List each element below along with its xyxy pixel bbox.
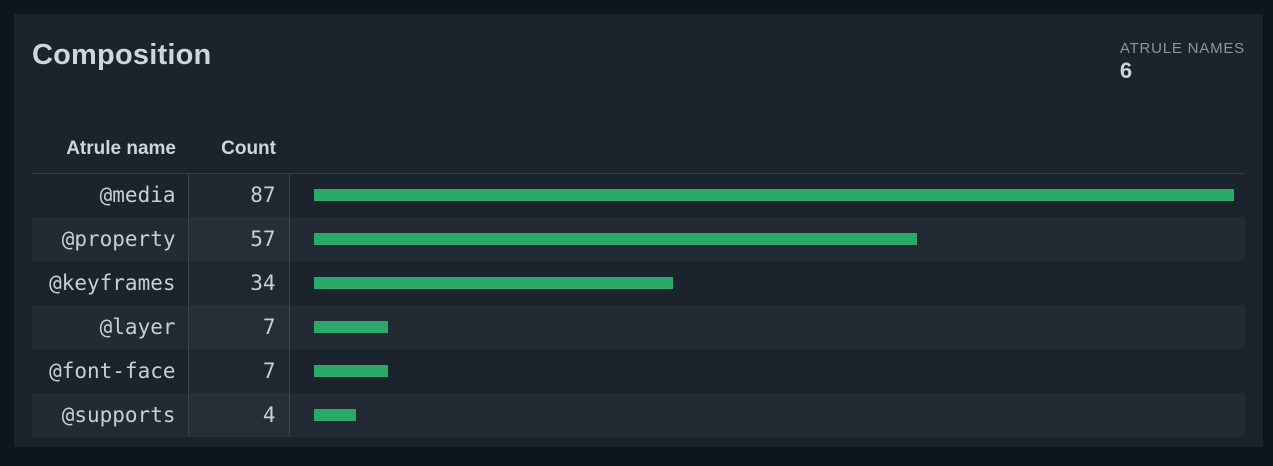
table-row: @supports 4: [32, 393, 1245, 437]
atrule-name-cell: @keyframes: [32, 261, 189, 305]
count-cell: 7: [188, 305, 290, 349]
atrule-name-cell: @supports: [32, 393, 189, 437]
atrule-name-cell: @font-face: [32, 349, 189, 393]
count-cell: 87: [188, 173, 290, 217]
bar-cell: [289, 217, 1245, 261]
count-cell: 57: [188, 217, 290, 261]
bar-cell: [289, 173, 1245, 217]
count-bar: [313, 321, 388, 333]
composition-card: Composition ATRULE NAMES 6 Atrule name C…: [14, 14, 1263, 447]
stat-label: ATRULE NAMES: [1119, 40, 1245, 57]
stat-value: 6: [1119, 58, 1133, 83]
bar-cell: [289, 261, 1245, 305]
column-header-atrule-name: Atrule name: [32, 84, 188, 174]
count-bar: [313, 365, 388, 377]
table-row: @font-face 7: [32, 349, 1245, 393]
table-row: @media 87: [32, 173, 1245, 217]
count-cell: 7: [188, 349, 290, 393]
atrule-name-cell: @property: [32, 217, 189, 261]
atrule-names-stat: ATRULE NAMES 6: [1120, 38, 1245, 84]
bar-cell: [289, 305, 1245, 349]
table-row: @property 57: [32, 217, 1245, 261]
card-header: Composition ATRULE NAMES 6: [32, 38, 1245, 84]
atrule-table: Atrule name Count @media 87 @property 57 @ke…: [32, 84, 1245, 437]
atrule-name-cell: @media: [32, 173, 189, 217]
bar-cell: [289, 393, 1245, 437]
table-row: @keyframes 34: [32, 261, 1245, 305]
count-bar: [313, 233, 917, 245]
column-header-bar: [289, 84, 1245, 174]
page-title: Composition: [32, 39, 212, 71]
atrule-name-cell: @layer: [32, 305, 189, 349]
table-row: @layer 7: [32, 305, 1245, 349]
count-bar: [313, 277, 674, 289]
count-cell: 34: [188, 261, 290, 305]
table-header-row: Atrule name Count: [32, 84, 1245, 174]
count-cell: 4: [188, 393, 290, 437]
bar-cell: [289, 349, 1245, 393]
column-header-count: Count: [188, 84, 289, 174]
count-bar: [313, 409, 356, 421]
count-bar: [313, 189, 1234, 202]
